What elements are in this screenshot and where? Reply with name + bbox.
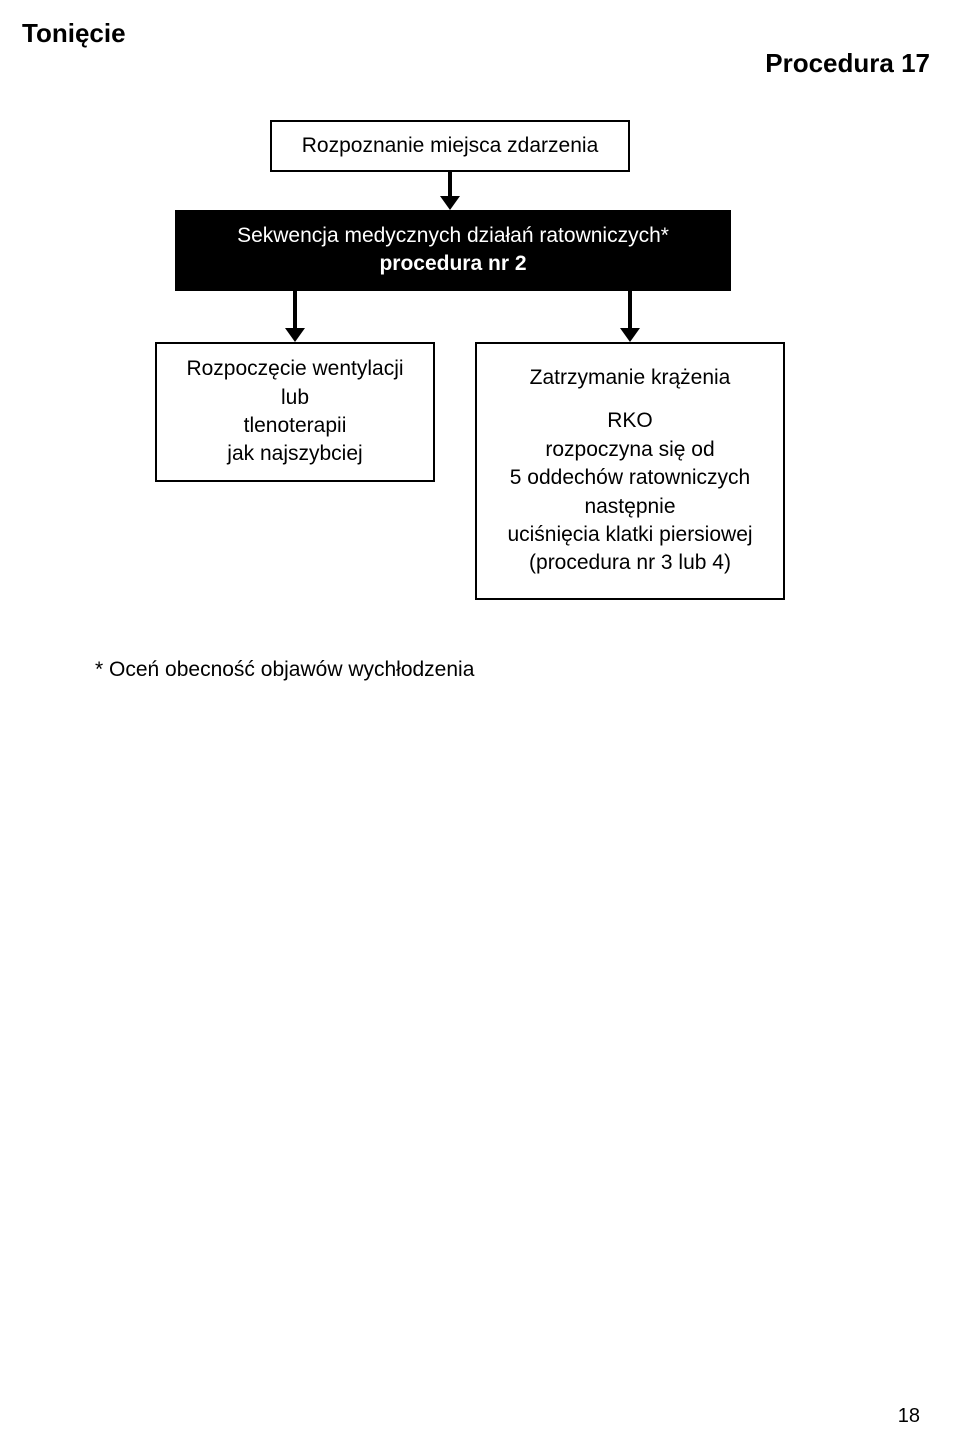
node-text-line: lub (171, 384, 419, 412)
page-title-left: Tonięcie (22, 18, 126, 49)
node-text-line: procedura nr 2 (191, 250, 715, 278)
node-text-line: Sekwencja medycznych działań ratowniczyc… (191, 222, 715, 250)
node-n4: Zatrzymanie krążenia RKOrozpoczyna się o… (475, 342, 785, 600)
node-n3: Rozpoczęcie wentylacjilubtlenoterapiijak… (155, 342, 435, 482)
node-n1: Rozpoznanie miejsca zdarzenia (270, 120, 630, 172)
node-text-line: (procedura nr 3 lub 4) (491, 549, 769, 577)
node-text-line (491, 393, 769, 408)
node-text-line: jak najszybciej (171, 440, 419, 468)
arrow-head (440, 196, 460, 210)
node-text-line: tlenoterapii (171, 412, 419, 440)
footnote: * Oceń obecność objawów wychłodzenia (95, 658, 474, 682)
node-text-line: następnie (491, 493, 769, 521)
arrow-shaft (448, 170, 452, 196)
arrow-head (620, 328, 640, 342)
arrow-shaft (293, 290, 297, 328)
node-n2: Sekwencja medycznych działań ratowniczyc… (175, 210, 731, 291)
node-text-line: Rozpoczęcie wentylacji (171, 355, 419, 383)
node-text-line: uciśnięcia klatki piersiowej (491, 521, 769, 549)
node-text-line: RKO (491, 407, 769, 435)
node-text-line: 5 oddechów ratowniczych (491, 464, 769, 492)
page-title-right: Procedura 17 (765, 48, 930, 79)
arrow-head (285, 328, 305, 342)
node-text-line: rozpoczyna się od (491, 436, 769, 464)
arrow-shaft (628, 290, 632, 328)
page-number: 18 (898, 1405, 920, 1428)
node-text-line: Rozpoznanie miejsca zdarzenia (286, 132, 614, 160)
